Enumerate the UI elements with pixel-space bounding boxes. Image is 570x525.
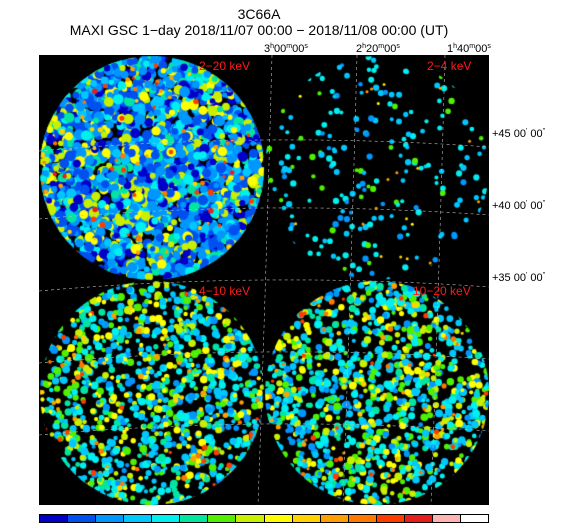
color-scale-segment [376, 515, 405, 522]
color-scale-segment [432, 515, 461, 522]
color-scale-segment [208, 515, 237, 522]
ra-label: 1h40m00s [447, 43, 491, 55]
color-scale-segment [68, 515, 97, 522]
panel-label-2-4-kev: 2−4 keV [427, 59, 472, 73]
dec-label: +35 00' 00" [492, 272, 546, 284]
color-scale-segment [40, 515, 69, 522]
sky-image [39, 55, 489, 505]
color-scale-segment [348, 515, 377, 522]
ra-label: 3h00m00s [264, 43, 308, 55]
grid-line [39, 139, 489, 152]
sky-map: 2−20 keV 2−4 keV 4−10 keV 10−20 keV [39, 55, 489, 505]
color-scale-segment [124, 515, 153, 522]
color-scale-bar [39, 514, 489, 523]
map-title-observation: MAXI GSC 1−day 2018/11/07 00:00 − 2018/1… [69, 22, 449, 38]
color-scale-segment [96, 515, 125, 522]
grid-line [39, 279, 489, 292]
dec-label: +40 00' 00" [492, 200, 546, 212]
color-scale-segment [152, 515, 181, 522]
dec-label: +45 00' 00" [492, 128, 546, 140]
color-scale-segment [460, 515, 488, 522]
panel-label-4-10-kev: 4−10 keV [199, 284, 251, 298]
panel-label-10-20-kev: 10−20 keV [413, 284, 471, 298]
color-scale-segment [180, 515, 209, 522]
color-scale-segment [236, 515, 265, 522]
grid-line [257, 55, 273, 505]
grid-line [430, 55, 446, 505]
map-title-object: 3C66A [237, 6, 281, 22]
color-scale-segment [292, 515, 321, 522]
grid-line [39, 351, 489, 364]
grid-line [39, 423, 489, 436]
color-scale-segment [264, 515, 293, 522]
ra-label: 2h20m00s [356, 43, 400, 55]
color-scale-segment [320, 515, 349, 522]
coordinate-grid [39, 55, 489, 505]
panel-label-2-20-kev: 2−20 keV [199, 59, 251, 73]
grid-line [39, 207, 489, 220]
color-scale-segment [404, 515, 433, 522]
grid-line [342, 55, 358, 505]
